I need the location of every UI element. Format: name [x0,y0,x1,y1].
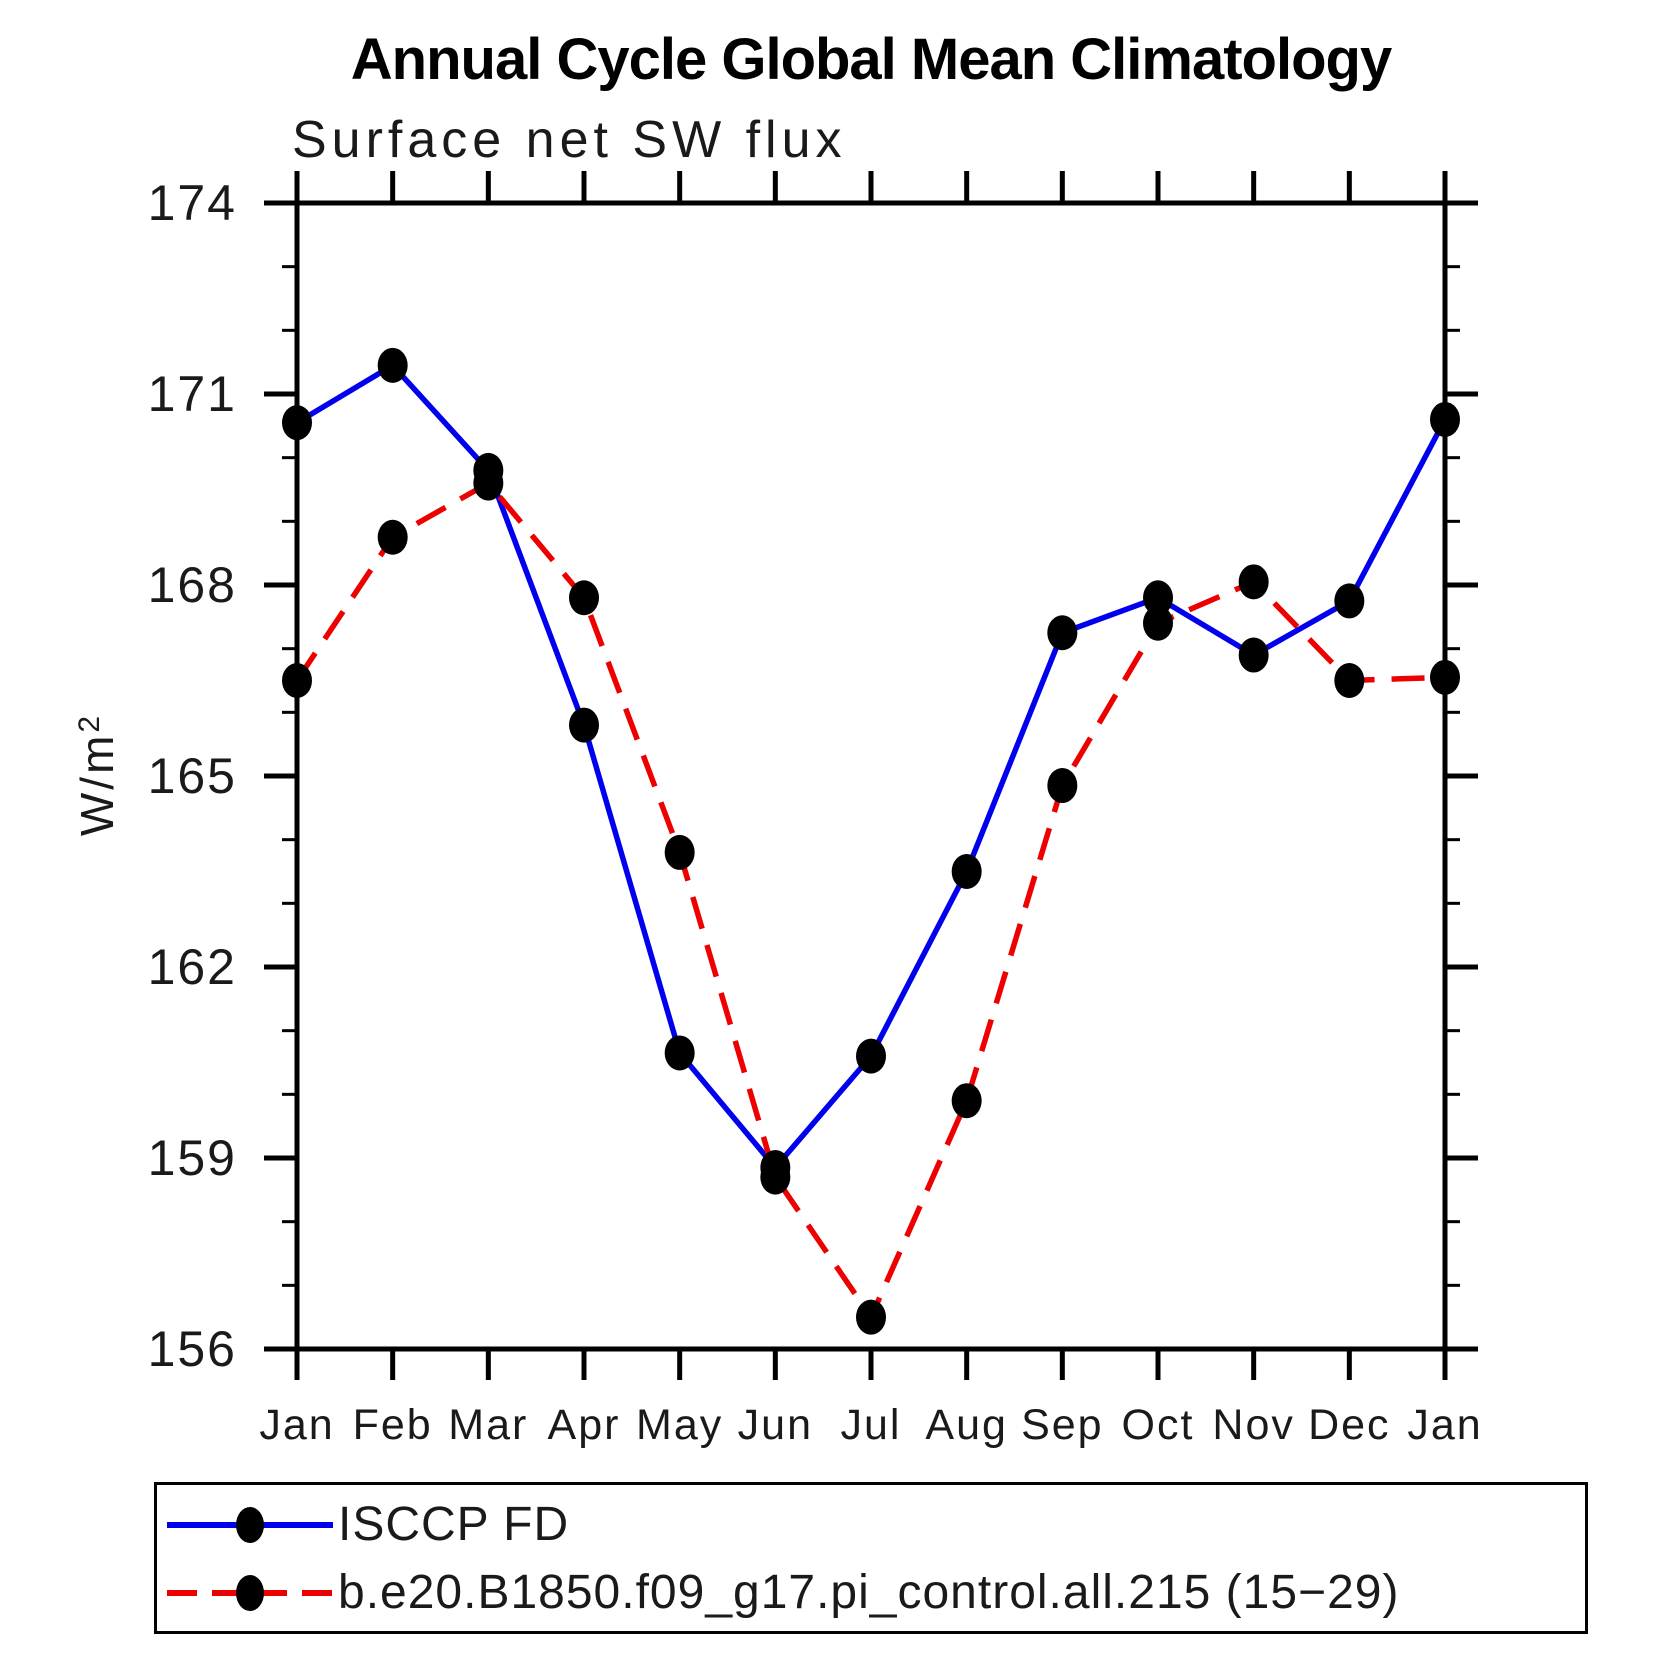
y-tick-label-168: 168 [148,557,237,613]
data-point-0-Jan-170.55 [282,405,312,441]
x-tick-label-4-May: May [636,1401,723,1449]
data-point-1-May-163.8 [664,834,695,870]
y-tick-label-156: 156 [148,1321,237,1377]
data-point-0-Dec-167.75 [1334,583,1365,619]
chart-title: Annual Cycle Global Mean Climatology [350,27,1392,92]
legend-marker-dot [236,1575,264,1611]
y-tick-label-165: 165 [148,748,237,804]
x-tick-label-5-Jun: Jun [738,1401,813,1449]
data-point-1-Jun-158.7 [760,1159,791,1195]
data-point-1-Jul-156.5 [856,1299,886,1335]
data-point-0-Sep-167.25 [1047,615,1078,651]
data-point-0-Oct-167.8 [1143,580,1173,616]
x-tick-label-6-Jul: Jul [841,1401,902,1449]
y-tick-label-174: 174 [148,175,237,231]
data-point-1-Mar-169.6 [473,465,504,501]
y-tick-label-171: 171 [148,366,237,422]
data-point-1-Oct-167.4 [1143,605,1173,641]
legend-line-sample-dashed [167,1575,333,1611]
data-point-1-Jan-166.5 [282,663,312,698]
x-tick-label-8-Sep: Sep [1021,1401,1104,1449]
data-point-0-Feb-171.45 [377,347,408,383]
data-point-0-Jul-160.6 [856,1038,886,1074]
data-point-1-Dec-166.5 [1334,663,1365,698]
x-tick-label-9-Oct: Oct [1122,1401,1195,1449]
chart-subtitle: Surface net SW flux [292,111,847,169]
data-point-1-Jan-166.55 [1430,659,1460,695]
data-point-0-May-160.65 [664,1035,695,1071]
x-tick-label-3-Apr: Apr [548,1401,621,1449]
data-point-1-Nov-168.05 [1238,564,1269,600]
x-tick-label-0-Jan: Jan [259,1401,334,1449]
legend-label-model-case: b.e20.B1850.f09_g17.pi_control.all.215 (… [338,1566,1400,1619]
data-point-1-Sep-164.85 [1047,768,1078,804]
y-tick-label-159: 159 [148,1130,237,1186]
x-tick-label-12-Jan: Jan [1407,1401,1482,1449]
legend: ISCCP FD b.e20.B1850.f09_g17.pi_control.… [154,1482,1588,1634]
data-point-0-Aug-163.5 [951,854,982,889]
data-point-0-Apr-165.8 [569,707,599,743]
legend-line-sample-solid [167,1507,333,1543]
x-tick-label-1-Feb: Feb [353,1401,433,1449]
data-point-1-Aug-159.9 [951,1083,982,1119]
x-tick-label-11-Dec: Dec [1308,1401,1390,1449]
x-tick-label-10-Nov: Nov [1212,1401,1294,1449]
x-tick-label-2-Mar: Mar [448,1401,528,1449]
data-point-0-Nov-166.9 [1238,637,1269,673]
legend-label-isccp-fd: ISCCP FD [338,1498,570,1551]
data-point-1-Feb-168.75 [377,519,408,555]
x-tick-label-7-Aug: Aug [925,1401,1008,1449]
plot-frame [294,200,1448,1352]
data-point-0-Jan-170.6 [1430,401,1460,437]
legend-marker-dot [236,1507,264,1543]
data-point-1-Apr-167.8 [569,580,599,616]
series-line-1 [294,479,1446,1323]
y-tick-label-162: 162 [148,939,237,995]
legend-row-isccp-fd: ISCCP FD [162,1498,570,1551]
legend-row-model-case: b.e20.B1850.f09_g17.pi_control.all.215 (… [162,1566,1400,1619]
